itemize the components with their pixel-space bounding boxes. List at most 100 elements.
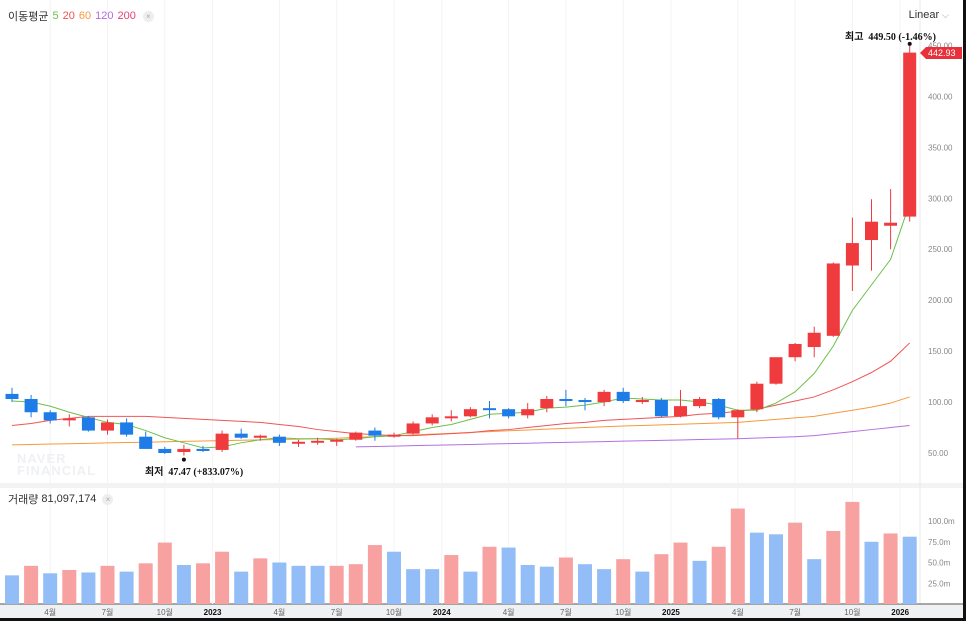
candle bbox=[826, 262, 840, 337]
volume-bar bbox=[100, 565, 115, 604]
price-tick-label: 450.00 bbox=[928, 41, 953, 50]
price-tick-label: 200.00 bbox=[928, 296, 953, 305]
candle-body bbox=[521, 409, 535, 416]
volume-bar bbox=[463, 571, 478, 604]
volume-bar bbox=[788, 522, 803, 604]
x-tick-label: 7월 bbox=[560, 607, 572, 617]
volume-bar bbox=[826, 530, 841, 604]
volume-bar bbox=[654, 554, 669, 604]
candle bbox=[635, 396, 649, 405]
volume-tick-label: 100.0m bbox=[928, 517, 955, 526]
volume-bar bbox=[43, 573, 58, 604]
x-tick-label: 10월 bbox=[615, 607, 631, 617]
volume-tick-label: 50.0m bbox=[928, 559, 951, 568]
candle bbox=[597, 389, 611, 407]
candle-body bbox=[712, 398, 726, 418]
ma60-toggle[interactable]: 60 bbox=[78, 10, 92, 22]
ma120-line bbox=[355, 424, 910, 448]
candle-body bbox=[769, 357, 783, 384]
candle bbox=[215, 430, 229, 452]
volume-bar bbox=[24, 565, 39, 604]
candle-body bbox=[177, 448, 191, 452]
volume-tick-label: 75.0m bbox=[928, 538, 951, 547]
volume-bar bbox=[692, 560, 707, 604]
volume-label: 거래량 bbox=[8, 494, 39, 506]
close-icon[interactable]: × bbox=[102, 493, 114, 505]
candle bbox=[483, 401, 496, 419]
x-tick-label: 10월 bbox=[386, 607, 402, 617]
candle-body bbox=[62, 418, 76, 421]
pane-separator bbox=[0, 483, 963, 488]
x-tick-label: 4월 bbox=[44, 607, 56, 617]
volume-bar bbox=[558, 557, 573, 604]
candle-body bbox=[43, 412, 57, 421]
candle-body bbox=[5, 393, 19, 399]
candle bbox=[750, 381, 764, 413]
volume-bar bbox=[272, 562, 287, 604]
volume-bar bbox=[119, 571, 134, 604]
ma120-toggle[interactable]: 120 bbox=[95, 10, 114, 22]
x-tick-label: 2023 bbox=[204, 608, 222, 617]
high-value: 449.50 (-1.46%) bbox=[868, 32, 936, 43]
candle-body bbox=[292, 441, 305, 444]
candle bbox=[81, 416, 95, 432]
price-tick-label: 250.00 bbox=[928, 245, 953, 254]
candle bbox=[654, 397, 668, 418]
volume-value: 81,097,174 bbox=[41, 493, 97, 505]
candle bbox=[731, 409, 745, 439]
candle-body bbox=[463, 409, 477, 417]
candle bbox=[349, 431, 363, 441]
candle bbox=[444, 410, 458, 422]
candle-body bbox=[865, 221, 878, 241]
candle-body bbox=[845, 243, 859, 266]
candle bbox=[463, 407, 477, 418]
candle bbox=[234, 428, 248, 439]
close-icon[interactable]: × bbox=[142, 10, 154, 22]
candle bbox=[425, 414, 439, 426]
candle bbox=[368, 427, 382, 441]
ma200-toggle[interactable]: 200 bbox=[117, 10, 136, 22]
candle bbox=[139, 431, 153, 449]
ma20-toggle[interactable]: 20 bbox=[62, 10, 75, 22]
moving-average-legend[interactable]: 이동평균 5 20 60 120 200 × bbox=[8, 8, 154, 24]
candle bbox=[521, 403, 535, 419]
candle-body bbox=[253, 435, 267, 438]
volume-bar bbox=[501, 547, 516, 604]
last-price-tag: 442.93 bbox=[920, 47, 962, 59]
candle-body bbox=[368, 430, 382, 436]
volume-legend[interactable]: 거래량 81,097,174 × bbox=[8, 491, 114, 507]
candle bbox=[693, 396, 707, 409]
scale-mode-dropdown[interactable]: Linear ⌵ bbox=[909, 9, 949, 21]
candle-body bbox=[234, 433, 248, 438]
candle bbox=[43, 410, 57, 424]
volume-bar bbox=[520, 564, 535, 604]
candle-body bbox=[884, 222, 898, 226]
naver-financial-watermark: NAVER FINANCIAL bbox=[17, 451, 96, 477]
candle-body bbox=[559, 398, 573, 401]
candle-body bbox=[635, 400, 649, 403]
candle bbox=[62, 414, 76, 427]
candle-body bbox=[387, 434, 401, 437]
candle-body bbox=[349, 432, 363, 440]
candle bbox=[101, 419, 114, 435]
candle bbox=[196, 445, 210, 452]
candle bbox=[330, 438, 344, 446]
volume-bar bbox=[234, 571, 249, 604]
candle-body bbox=[693, 398, 707, 407]
volume-bar bbox=[673, 542, 688, 604]
volume-bar bbox=[578, 564, 592, 604]
volume-bar bbox=[597, 569, 612, 604]
watermark-line-1: NAVER bbox=[17, 451, 67, 466]
volume-bar bbox=[444, 555, 459, 604]
ma5-toggle[interactable]: 5 bbox=[52, 10, 59, 22]
candle bbox=[884, 189, 898, 250]
candle-body bbox=[330, 439, 344, 442]
x-tick-label: 10월 bbox=[844, 607, 860, 617]
candle bbox=[712, 397, 726, 420]
volume-bar bbox=[5, 575, 19, 604]
candle-body bbox=[81, 417, 95, 431]
price-tick-label: 400.00 bbox=[928, 92, 953, 101]
low-label: 최저 bbox=[145, 467, 164, 478]
candle bbox=[177, 444, 191, 456]
